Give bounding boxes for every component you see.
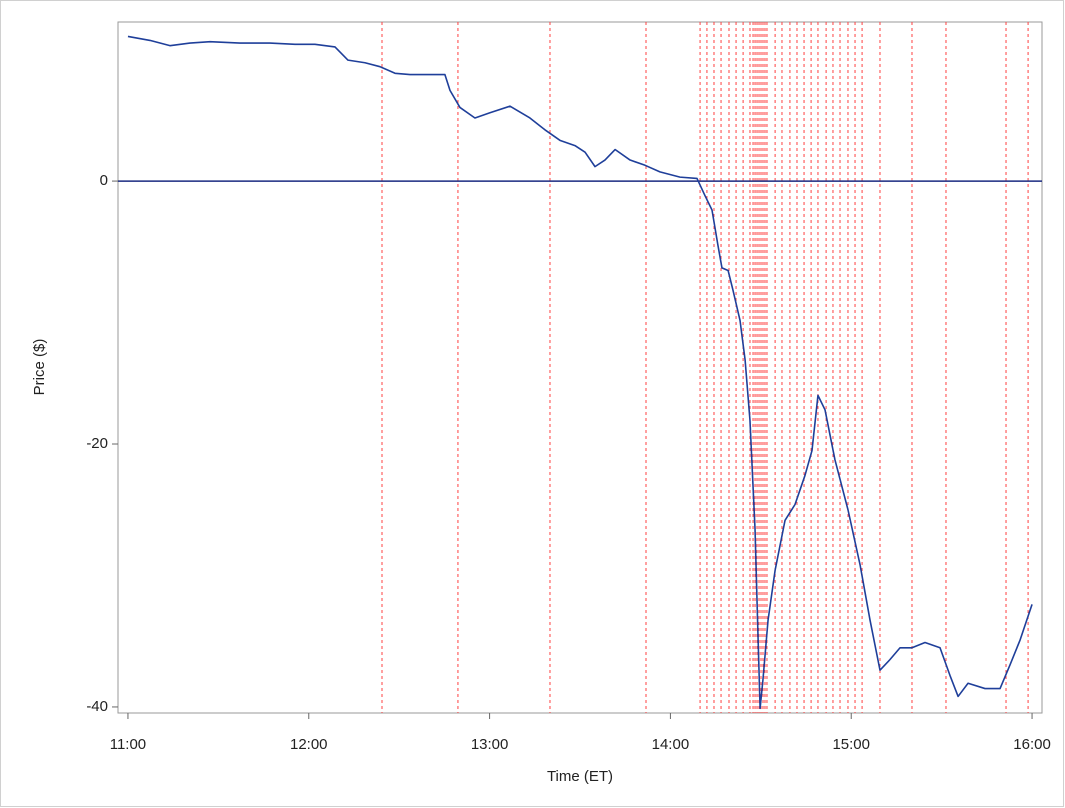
x-tick-label: 11:00: [110, 736, 146, 753]
y-tick-label: -20: [86, 435, 108, 452]
x-axis-label: Time (ET): [547, 768, 613, 785]
y-tick-label: -40: [86, 698, 108, 715]
y-tick-label: 0: [100, 172, 108, 189]
x-tick-label: 12:00: [290, 736, 328, 753]
x-tick-label: 15:00: [832, 736, 870, 753]
x-tick-label: 16:00: [1013, 736, 1051, 753]
y-axis-label: Price ($): [31, 339, 48, 396]
plot-frame: [117, 21, 1043, 714]
x-tick-label: 14:00: [652, 736, 690, 753]
price-line: [127, 35, 1033, 710]
x-tick-label: 13:00: [471, 736, 509, 753]
